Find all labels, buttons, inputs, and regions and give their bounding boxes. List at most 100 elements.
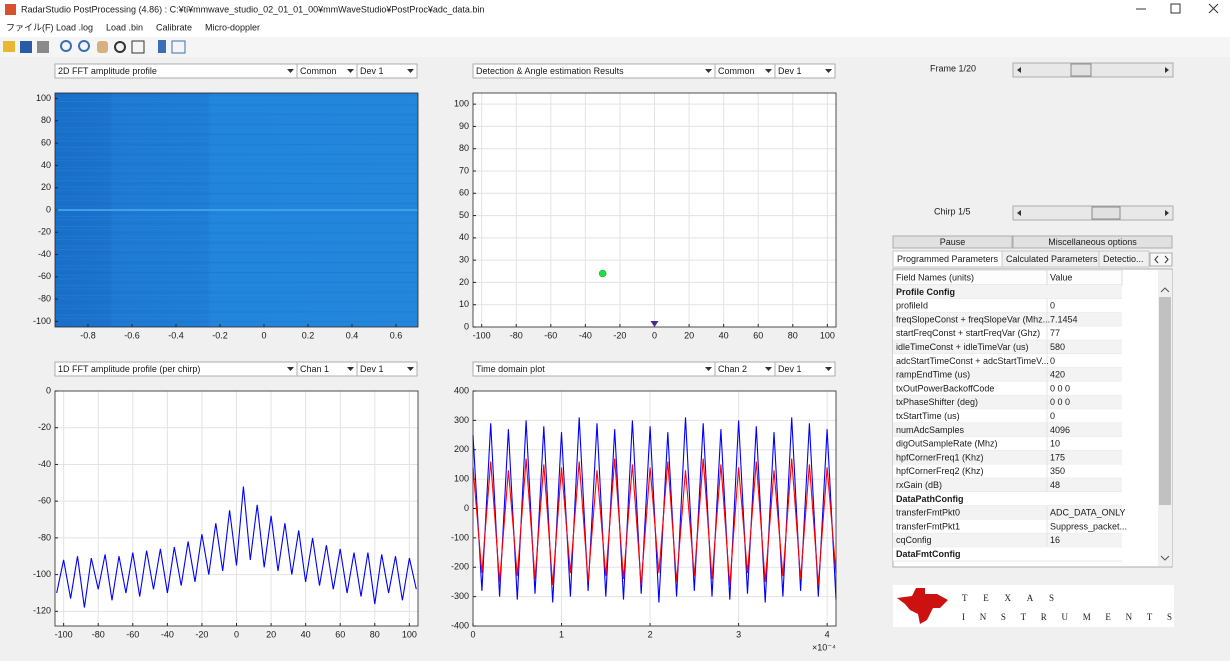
column-header: Value	[1050, 272, 1072, 282]
table-row[interactable]	[893, 409, 1122, 423]
field-value: 0	[1050, 356, 1055, 366]
button[interactable]	[892, 235, 1013, 249]
colorbar-icon[interactable]	[158, 40, 166, 53]
plot-frame	[54, 390, 419, 627]
field-name: hpfCornerFreq1 (Khz)	[896, 452, 984, 462]
app-icon	[5, 4, 16, 15]
tab-scroll[interactable]	[1149, 252, 1173, 267]
button[interactable]	[1012, 235, 1173, 249]
table-row[interactable]	[893, 312, 1122, 327]
dropdown-arrow	[407, 69, 414, 73]
y-tick-label: 30	[459, 255, 469, 265]
menu-item[interactable]: Load .log	[56, 22, 93, 32]
dropdown-text: Common	[300, 66, 337, 76]
logo-text: INSTRUMENTS	[962, 612, 1172, 622]
table-row[interactable]	[893, 478, 1122, 492]
print-icon[interactable]	[37, 41, 49, 53]
table-row[interactable]	[893, 340, 1122, 354]
x-tick-label: 3	[736, 629, 741, 639]
slider-track[interactable]	[1012, 62, 1174, 78]
table-row[interactable]	[893, 464, 1122, 479]
zoom-out-icon[interactable]	[78, 40, 90, 52]
tab-label: Calculated Parameters	[1006, 254, 1098, 264]
field-value: 4096	[1050, 425, 1070, 435]
table-row[interactable]	[893, 519, 1122, 534]
plot-axes: -100 -80 -60 -40 -20 0 20 40 60 80 100 0 10 20 30 40 50 6…	[454, 92, 837, 340]
open-icon[interactable]	[3, 41, 15, 52]
table-row[interactable]	[893, 395, 1122, 410]
x-tick-label: -40	[161, 629, 174, 639]
y-tick-label: -80	[38, 532, 51, 542]
field-name: rxGain (dB)	[896, 480, 942, 490]
dropdown-arrow	[347, 367, 354, 371]
x-tick-label: 4	[825, 629, 830, 639]
table-row[interactable]	[893, 354, 1122, 368]
slider-right-arrow[interactable]	[1165, 67, 1169, 73]
y-tick-label: -300	[451, 591, 469, 601]
table-row[interactable]	[893, 436, 1122, 451]
zoom-in-icon[interactable]	[60, 40, 72, 52]
slider-right-arrow[interactable]	[1165, 210, 1169, 216]
menu-item[interactable]: Calibrate	[156, 22, 192, 32]
legend-icon[interactable]	[171, 40, 186, 54]
dropdown-text: Chan 2	[718, 364, 747, 374]
table-row[interactable]	[893, 381, 1122, 396]
table-row[interactable]	[893, 547, 1122, 561]
field-name: rampEndTime (us)	[896, 370, 970, 380]
y-tick-label: -100	[451, 532, 469, 542]
table-row[interactable]	[893, 326, 1122, 341]
slider-thumb[interactable]	[1091, 206, 1121, 220]
y-tick-label: 100	[36, 93, 51, 103]
dropdown-text: Dev 1	[778, 364, 802, 374]
y-tick-label: -100	[33, 569, 51, 579]
slider-thumb[interactable]	[1070, 63, 1092, 77]
datatip-icon[interactable]	[131, 40, 145, 54]
y-tick-label: -40	[38, 249, 51, 259]
y-tick-label: -40	[38, 459, 51, 469]
save-icon[interactable]	[20, 41, 32, 53]
table-row[interactable]	[893, 450, 1122, 465]
dropdown-box[interactable]	[356, 361, 418, 377]
y-tick-label: 100	[454, 474, 469, 484]
scrollbar-thumb[interactable]	[1159, 297, 1171, 505]
section-label: DataPathConfig	[896, 494, 964, 504]
x-tick-label: -80	[510, 330, 523, 340]
table-row[interactable]	[893, 298, 1122, 313]
x-tick-label: 1	[559, 629, 564, 639]
menu-item[interactable]: Load .bin	[106, 22, 143, 32]
slider-left-arrow[interactable]	[1017, 67, 1021, 73]
table-row[interactable]	[893, 505, 1122, 520]
slider-left-arrow[interactable]	[1017, 210, 1021, 216]
table-row[interactable]	[893, 492, 1122, 506]
x-tick-label: 40	[301, 629, 311, 639]
menu-item[interactable]: ファイル(F)	[6, 22, 54, 32]
dropdown: Detection & Angle estimation Results	[472, 63, 716, 79]
dropdown-arrow	[287, 69, 294, 73]
menu-bar	[0, 20, 1230, 37]
rotate-icon[interactable]	[114, 41, 126, 53]
dropdown-box[interactable]	[774, 63, 836, 79]
dropdown: Chan 1	[296, 361, 358, 377]
close-button[interactable]	[1208, 3, 1219, 14]
dropdown-text: Detection & Angle estimation Results	[476, 66, 624, 76]
pan-icon[interactable]	[97, 41, 108, 53]
dropdown-box[interactable]	[356, 63, 418, 79]
dropdown-arrow	[825, 367, 832, 371]
table-row[interactable]	[893, 285, 1122, 299]
menu-item[interactable]: Micro-doppler	[205, 22, 260, 32]
column-header: Field Names (units)	[896, 272, 974, 282]
dropdown-arrow	[287, 367, 294, 371]
table-row[interactable]	[893, 533, 1122, 548]
tab[interactable]	[1098, 250, 1150, 268]
dropdown: Chan 2	[714, 361, 776, 377]
field-value: 0	[1050, 411, 1055, 421]
table-row[interactable]	[893, 423, 1122, 437]
dropdown-box[interactable]	[774, 361, 836, 377]
maximize-button[interactable]	[1170, 3, 1181, 14]
field-value: 7.1454	[1050, 314, 1078, 324]
table-row[interactable]	[893, 367, 1122, 382]
y-tick-label: 40	[41, 160, 51, 170]
button-label: Miscellaneous options	[1048, 237, 1137, 247]
